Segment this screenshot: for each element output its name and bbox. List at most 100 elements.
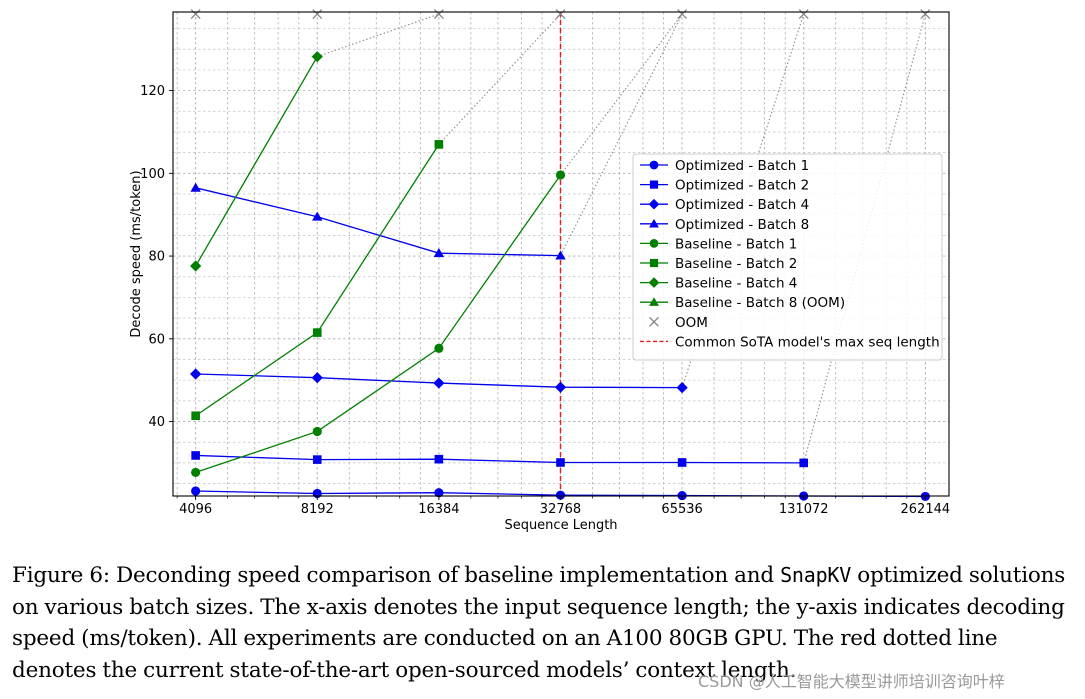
caption-suffix: optimized solutions on various batch siz… bbox=[12, 563, 1066, 683]
caption-code: SnapKV bbox=[780, 563, 852, 587]
data-point bbox=[312, 211, 323, 221]
x-tick-label: 16384 bbox=[418, 502, 459, 517]
x-tick-label: 8192 bbox=[301, 502, 334, 517]
data-point bbox=[312, 328, 322, 337]
data-point bbox=[555, 490, 566, 500]
legend-handle-marker bbox=[649, 239, 659, 248]
data-point bbox=[556, 458, 565, 467]
oom-connector-line bbox=[560, 13, 683, 176]
data-point bbox=[676, 382, 688, 394]
oom-connector-line bbox=[438, 13, 561, 145]
legend-label: Optimized - Batch 2 bbox=[675, 178, 809, 194]
x-tick-label: 65536 bbox=[661, 502, 702, 517]
oom-connector-line bbox=[317, 13, 440, 58]
legend-label: Baseline - Batch 1 bbox=[675, 236, 797, 252]
x-tick-label: 4096 bbox=[179, 502, 212, 517]
oom-marker bbox=[677, 9, 688, 19]
x-axis-label: Sequence Length bbox=[504, 518, 617, 533]
legend-handle-marker bbox=[648, 277, 660, 288]
watermark: CSDN @人工智能大模型讲师培训咨询叶梓 bbox=[698, 672, 1005, 691]
legend-handle-marker bbox=[649, 180, 659, 189]
legend-entry: Baseline - Batch 8 (OOM) bbox=[640, 295, 845, 311]
legend-label: Baseline - Batch 8 (OOM) bbox=[675, 295, 845, 311]
legend-label: Optimized - Batch 1 bbox=[675, 158, 809, 174]
plot-frame bbox=[172, 11, 950, 497]
oom-marker bbox=[433, 9, 444, 19]
legend-label: Optimized - Batch 8 bbox=[675, 217, 809, 233]
data-point bbox=[311, 51, 323, 63]
oom-marker bbox=[190, 9, 201, 19]
legend-entry: Optimized - Batch 4 bbox=[640, 197, 809, 213]
oom-marker bbox=[312, 9, 323, 19]
data-point bbox=[677, 458, 687, 467]
series-line bbox=[195, 174, 562, 474]
data-point bbox=[190, 182, 201, 192]
data-point bbox=[434, 343, 444, 353]
data-point bbox=[554, 381, 567, 393]
series-line bbox=[195, 56, 318, 267]
legend-entry: Common SoTA model's max seq length bbox=[640, 334, 940, 350]
decode-speed-chart: 4096 8192 16384 32768 65536 131072 262144 40 60 8… bbox=[129, 9, 950, 533]
data-point bbox=[190, 368, 202, 380]
legend: Optimized - Batch 1 Optimized - Batch 2 Op… bbox=[632, 153, 943, 361]
oom-marker-layer bbox=[190, 9, 931, 19]
data-point bbox=[191, 411, 200, 421]
series-line bbox=[195, 454, 804, 464]
data-point bbox=[190, 260, 202, 272]
series-5 bbox=[191, 140, 444, 421]
legend-entry: Baseline - Batch 2 bbox=[640, 256, 797, 272]
legend-label: Common SoTA model's max seq length bbox=[675, 334, 940, 350]
x-tick-label: 262144 bbox=[901, 502, 951, 517]
legend-handle-marker bbox=[649, 297, 659, 306]
caption-prefix: Figure 6: Deconding speed comparison of … bbox=[12, 563, 781, 588]
legend-label: Optimized - Batch 4 bbox=[675, 197, 809, 213]
legend-label: OOM bbox=[675, 315, 708, 331]
x-tick-label: 131072 bbox=[779, 502, 829, 517]
data-point bbox=[191, 451, 200, 460]
oom-marker bbox=[798, 9, 809, 19]
series-line bbox=[195, 187, 561, 257]
legend-label: Baseline - Batch 4 bbox=[675, 276, 797, 292]
series-1 bbox=[191, 451, 809, 468]
data-point bbox=[555, 250, 566, 260]
y-tick-label: 100 bbox=[140, 167, 165, 182]
legend-entry: Baseline - Batch 4 bbox=[640, 276, 797, 292]
data-point bbox=[191, 467, 201, 478]
legend-handle-marker bbox=[649, 160, 659, 170]
legend-handle-marker bbox=[649, 316, 659, 327]
series-3 bbox=[190, 182, 566, 260]
figure-caption: Figure 6: Deconding speed comparison of … bbox=[12, 560, 1074, 686]
legend-entry: Baseline - Batch 1 bbox=[640, 236, 797, 252]
legend-entry: OOM bbox=[649, 315, 708, 331]
y-tick-label: 60 bbox=[148, 332, 165, 347]
y-tick-label: 120 bbox=[140, 84, 165, 99]
data-point bbox=[312, 426, 322, 437]
data-point bbox=[312, 455, 322, 464]
data-point bbox=[433, 247, 445, 258]
tick-layer: 4096 8192 16384 32768 65536 131072 262144 40 60 8… bbox=[140, 84, 950, 517]
oom-marker bbox=[555, 9, 566, 19]
data-point bbox=[799, 458, 809, 468]
series-2 bbox=[190, 368, 688, 394]
data-point bbox=[434, 454, 444, 464]
legend-handle-marker bbox=[649, 218, 659, 228]
legend-label: Baseline - Batch 2 bbox=[675, 256, 797, 272]
data-point bbox=[555, 170, 566, 180]
x-tick-label: 32768 bbox=[540, 502, 581, 517]
series-4 bbox=[191, 170, 566, 478]
data-point bbox=[434, 488, 444, 498]
oom-connector-line bbox=[559, 13, 683, 256]
series-layer bbox=[190, 51, 930, 502]
y-tick-label: 40 bbox=[148, 415, 165, 430]
oom-marker bbox=[920, 9, 931, 19]
legend-box bbox=[632, 153, 943, 361]
legend-entry: Optimized - Batch 2 bbox=[640, 178, 809, 194]
data-point bbox=[434, 140, 444, 149]
data-point bbox=[311, 372, 323, 384]
data-point bbox=[191, 486, 201, 496]
legend-handle-marker bbox=[649, 258, 659, 268]
data-point bbox=[433, 377, 445, 389]
legend-entry: Optimized - Batch 8 bbox=[640, 217, 809, 233]
legend-handle-marker bbox=[648, 198, 660, 210]
legend-entry: Optimized - Batch 1 bbox=[640, 158, 809, 174]
